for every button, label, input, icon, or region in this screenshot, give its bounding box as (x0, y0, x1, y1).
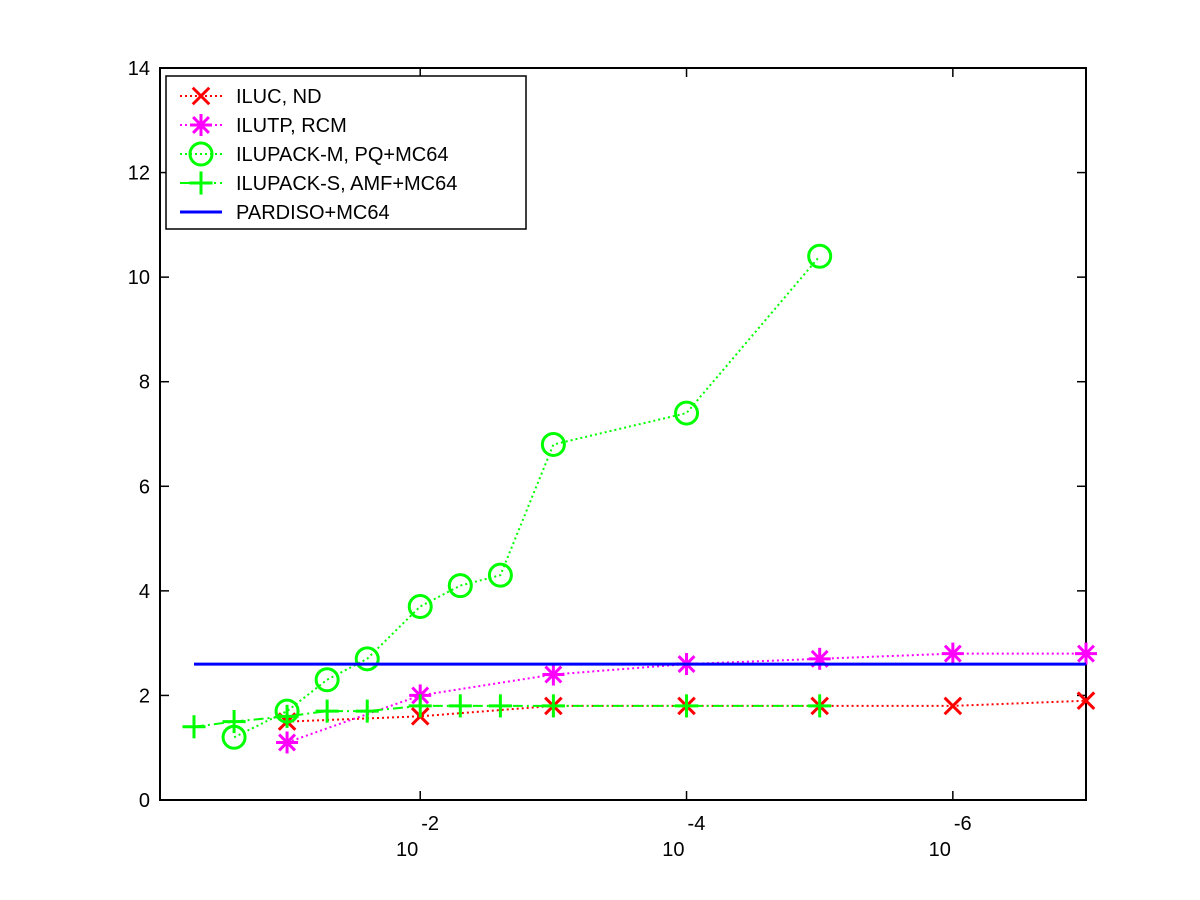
legend-marker (191, 86, 211, 106)
x-tick-label-base: 10 (662, 839, 684, 861)
data-point (674, 694, 699, 718)
data-point (941, 642, 964, 665)
marker-stroke (1077, 644, 1095, 663)
data-point (542, 663, 565, 686)
x-tick-label: 10-2 (396, 813, 439, 861)
legend-entry: ILUC, ND (180, 86, 322, 108)
data-point (540, 431, 566, 457)
legend-label: ILUC, ND (236, 86, 322, 108)
x-tick-label-base: 10 (929, 839, 951, 861)
marker-stroke (943, 644, 962, 663)
marker-stroke (278, 733, 297, 752)
marker-stroke (192, 116, 210, 134)
data-point (487, 562, 513, 588)
data-point (354, 646, 380, 672)
marker-stroke (943, 696, 963, 716)
marker-stroke (544, 665, 563, 684)
x-tick-label: 10-6 (929, 813, 972, 861)
y-tick-label: 14 (128, 58, 150, 80)
data-point (182, 715, 206, 739)
y-axis: 0 2 4 6 8 10 12 14 (128, 58, 1086, 812)
y-tick-label: 6 (139, 476, 150, 498)
data-point (808, 694, 832, 718)
y-tick-label: 10 (128, 267, 150, 289)
x-tick-label-exponent: -2 (421, 813, 439, 835)
data-point (943, 696, 963, 716)
legend-marker (190, 114, 212, 136)
legend-marker (189, 171, 213, 195)
data-point (222, 710, 246, 734)
data-point (276, 731, 299, 754)
legend-marker (188, 141, 214, 167)
data-point (1076, 691, 1096, 710)
legend-label: ILUTP, RCM (236, 115, 347, 137)
data-point (488, 694, 512, 718)
series-line (233, 255, 821, 739)
y-tick-label: 2 (139, 685, 150, 707)
y-tick-label: 0 (139, 790, 150, 812)
series-3 (182, 694, 832, 739)
data-point (447, 573, 473, 599)
data-point (674, 400, 700, 426)
legend-label: ILUPACK-S, AMF+MC64 (236, 173, 457, 195)
x-tick-label-exponent: -4 (688, 813, 706, 835)
legend-label: PARDISO+MC64 (236, 202, 390, 224)
x-tick-label-base: 10 (396, 839, 418, 861)
data-point (408, 694, 432, 718)
legend: ILUC, ND ILUTP, RCM ILUPACK-M, PQ+MC64 ILUP… (165, 75, 527, 230)
data-point (314, 667, 340, 693)
legend-label: ILUPACK-M, PQ+MC64 (236, 144, 448, 166)
y-tick-label: 8 (139, 372, 150, 394)
data-point (448, 694, 472, 718)
y-tick-label: 4 (139, 581, 150, 603)
data-point (355, 699, 379, 723)
data-point (1075, 642, 1097, 665)
data-point (407, 594, 433, 620)
y-tick-label: 12 (128, 163, 150, 185)
x-axis: 10-210-410-6 (396, 68, 972, 861)
data-point (807, 243, 833, 269)
legend-entry: ILUPACK-S, AMF+MC64 (180, 171, 457, 195)
marker-stroke (1076, 691, 1096, 710)
x-tick-label: 10-4 (662, 813, 705, 861)
data-point (541, 694, 565, 718)
series-layer (182, 243, 1097, 754)
legend-entry: ILUTP, RCM (180, 114, 347, 137)
data-point (275, 704, 299, 728)
x-tick-label-exponent: -6 (954, 813, 972, 835)
data-point (808, 647, 831, 670)
marker-stroke (191, 86, 211, 106)
legend-entry: ILUPACK-M, PQ+MC64 (180, 141, 448, 167)
data-point (315, 699, 339, 723)
legend-entry: PARDISO+MC64 (180, 202, 390, 224)
legend-box (165, 75, 527, 230)
